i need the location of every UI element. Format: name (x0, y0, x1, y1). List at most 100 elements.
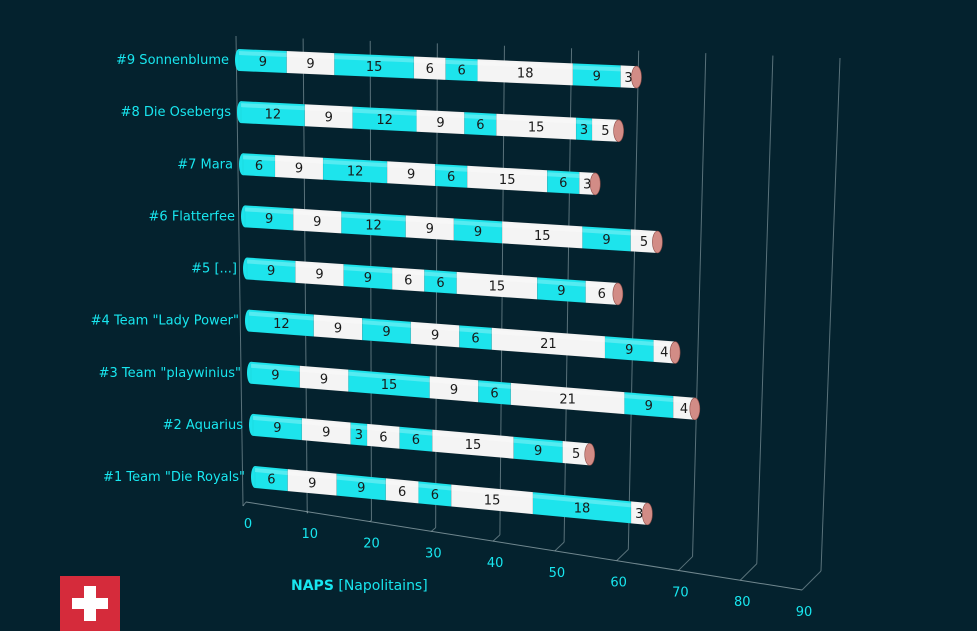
segment-value-label: 15 (465, 438, 482, 453)
grid-line-floor (801, 570, 822, 591)
bar-segment-highlight (418, 483, 452, 491)
bar-segment-highlight (537, 279, 586, 287)
segment-value-label: 6 (447, 170, 455, 185)
segment-value-label: 6 (404, 274, 412, 289)
x-tick-label: 60 (610, 576, 627, 591)
bar-end-cap (613, 119, 624, 143)
segment-value-label: 6 (379, 430, 387, 445)
bar-segment-highlight (245, 207, 294, 215)
segment-value-label: 9 (325, 110, 333, 125)
segment-value-label: 15 (366, 60, 383, 75)
bar-segment-highlight (532, 494, 632, 508)
segment-value-label: 3 (635, 507, 643, 522)
bar-segment-highlight (336, 475, 386, 485)
category-label: #2 Aquarius (163, 418, 244, 433)
segment-value-label: 9 (382, 325, 390, 340)
bar-end-cap (642, 502, 653, 526)
bar-segment-highlight (604, 338, 654, 346)
bar-row: #6 Flatterfee 9 9 12 9 9 15 9 5 (149, 205, 663, 254)
bar-segment-highlight (392, 269, 425, 276)
x-tick-label: 50 (549, 566, 566, 581)
segment-value-label: 15 (499, 173, 516, 188)
bar-segment-highlight (287, 471, 337, 480)
segment-value-label: 6 (598, 287, 606, 302)
bar-end-cap (689, 397, 701, 421)
bar-segment-highlight (341, 213, 406, 222)
segment-value-label: 6 (412, 433, 420, 448)
bar-segment-highlight (459, 327, 492, 334)
segment-value-label: 15 (484, 493, 501, 508)
bar-segment-highlight (510, 384, 625, 399)
category-label: #4 Team "Lady Power" (91, 314, 239, 329)
bar-segment-highlight (467, 167, 548, 177)
segment-value-label: 5 (572, 447, 580, 462)
segment-value-label: 9 (431, 329, 439, 344)
segment-value-label: 9 (320, 373, 328, 388)
x-axis-title-bold: NAPS (291, 578, 334, 594)
segment-value-label: 18 (517, 66, 534, 81)
segment-value-label: 6 (436, 276, 444, 291)
bar-end-cap (584, 443, 596, 466)
bar-end-cap (652, 230, 663, 254)
bar-end-cap (631, 65, 642, 89)
category-label: #8 Die Osebergs (121, 105, 232, 120)
segment-value-label: 5 (640, 235, 648, 250)
segment-value-label: 3 (580, 123, 588, 138)
bar-segment-highlight (323, 159, 388, 168)
segment-value-label: 21 (559, 392, 576, 407)
bar-segment-highlight (416, 111, 465, 119)
segment-value-label: 9 (273, 421, 281, 436)
bar-segment-highlight (334, 55, 414, 63)
segment-value-label: 12 (365, 218, 382, 233)
segment-value-label: 12 (265, 108, 282, 123)
bar-segment-highlight (451, 486, 533, 499)
bar-end-cap (612, 282, 624, 306)
segment-value-label: 9 (306, 57, 314, 72)
segment-value-label: 9 (313, 215, 321, 230)
category-label: #7 Mara (177, 157, 233, 172)
bar-segment-highlight (464, 114, 497, 120)
segment-value-label: 6 (476, 118, 484, 133)
bar-segment-highlight (562, 443, 590, 450)
grid-line-vertical (756, 55, 774, 564)
segment-value-label: 12 (273, 317, 290, 332)
x-tick-label: 90 (796, 605, 813, 620)
category-label: #1 Team "Die Royals" (103, 470, 245, 485)
segment-value-label: 6 (471, 332, 479, 347)
segment-value-label: 15 (381, 378, 398, 393)
bar-segment-highlight (385, 480, 419, 488)
bar-row: #8 Die Osebergs 12 9 12 9 6 15 3 5 (121, 100, 624, 143)
x-tick-label: 40 (487, 556, 504, 571)
x-axis-line (245, 501, 803, 591)
bar-segment-highlight (387, 163, 436, 170)
bar-segment-highlight (352, 108, 417, 116)
bar-segment-highlight (399, 428, 433, 436)
bar-segment-highlight (313, 316, 363, 325)
bar-segment-highlight (249, 311, 314, 321)
segment-value-label: 9 (602, 233, 610, 248)
bar-segment-highlight (350, 424, 368, 430)
category-label: #9 Sonnenblume (116, 53, 229, 68)
bar-segment-highlight (630, 231, 658, 237)
x-tick-label: 80 (734, 595, 751, 610)
segment-value-label: 15 (489, 280, 506, 295)
bar-segment-highlight (491, 329, 605, 343)
segment-value-label: 9 (308, 476, 316, 491)
bar-segment-highlight (251, 363, 300, 372)
bar-segment-highlight (239, 51, 287, 58)
grid-line-floor (492, 534, 501, 542)
x-tick-label: 0 (244, 517, 252, 532)
bar-end-cap (669, 341, 681, 364)
segment-value-label: 15 (534, 229, 551, 244)
segment-value-label: 9 (645, 399, 653, 414)
segment-value-label: 3 (583, 177, 591, 192)
grid-line-vertical (692, 53, 707, 557)
category-label: #5 [...] (191, 262, 237, 277)
x-tick-label: 30 (425, 546, 442, 561)
swiss-flag-icon (60, 576, 120, 631)
flag-cross-vertical (84, 586, 96, 621)
grid-line-floor (431, 527, 436, 532)
bar-segment-highlight (286, 53, 335, 60)
